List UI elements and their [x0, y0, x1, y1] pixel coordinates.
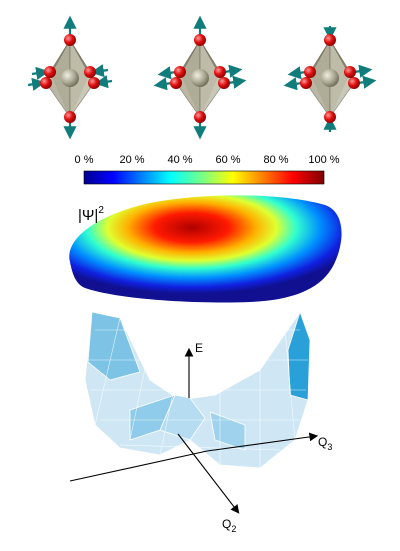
q2-base: Q [222, 517, 231, 531]
displacement-arrow [31, 66, 50, 80]
q3-sub: 3 [327, 442, 332, 452]
oxygen-atom [84, 66, 96, 78]
q3-axis [206, 432, 319, 452]
density-label-base: |Ψ| [78, 207, 98, 224]
displacement-arrow [94, 75, 113, 89]
oxygen-atom [88, 77, 100, 89]
q3-base: Q [318, 435, 327, 449]
displacement-arrow [223, 64, 243, 78]
q2-label: Q2 [222, 517, 236, 534]
displacement-arrow [153, 77, 173, 91]
colorbar-tick-label: 100 % [308, 154, 339, 166]
metal-atom [321, 69, 339, 87]
oxygen-atom [324, 111, 336, 123]
colorbar-tick-label: 80 % [263, 154, 288, 166]
displacement-arrow [283, 77, 303, 91]
colorbar-tick-label: 0 % [75, 154, 94, 166]
energy-surface [84, 310, 311, 469]
oxygen-atom [174, 66, 186, 78]
oxygen-atom [64, 34, 76, 46]
displacement-arrow [357, 75, 377, 89]
axes [69, 347, 319, 514]
q2-axis [177, 433, 240, 514]
q3-label: Q3 [318, 435, 332, 452]
colorbar-tick-label: 40 % [167, 154, 192, 166]
displacement-arrow [27, 77, 46, 91]
probability-density [69, 195, 342, 303]
displacement-arrow [157, 66, 177, 80]
oxygen-atom [44, 66, 56, 78]
oxygen-atom [170, 77, 182, 89]
colorbar-ticks: 0 % 20 % 40 % 60 % 80 % 100 % [75, 154, 340, 166]
oxygen-atom [348, 77, 360, 89]
oxygen-atom [304, 66, 316, 78]
octahedra [27, 15, 377, 140]
oxygen-atom [214, 66, 226, 78]
colorbar [83, 170, 325, 185]
oxygen-atom [324, 34, 336, 46]
displacement-arrow [90, 64, 109, 78]
oxygen-atom [300, 77, 312, 89]
oxygen-atom [40, 77, 52, 89]
displacement-arrow [287, 66, 307, 80]
displacement-arrow [353, 64, 373, 78]
oxygen-atom [194, 34, 206, 46]
metal-atom [61, 69, 79, 87]
metal-atom [191, 69, 209, 87]
colorbar-tick-label: 60 % [215, 154, 240, 166]
oxygen-atom [64, 111, 76, 123]
colorbar-tick-label: 20 % [119, 154, 144, 166]
back-axis [69, 450, 208, 482]
oxygen-atom [218, 77, 230, 89]
density-label-sup: 2 [98, 205, 104, 216]
energy-label: E [195, 341, 203, 355]
oxygen-atom [344, 66, 356, 78]
oxygen-atom [194, 111, 206, 123]
displacement-arrow [227, 75, 247, 89]
q2-sub: 2 [231, 524, 236, 534]
density-label: |Ψ|2 [78, 205, 104, 224]
